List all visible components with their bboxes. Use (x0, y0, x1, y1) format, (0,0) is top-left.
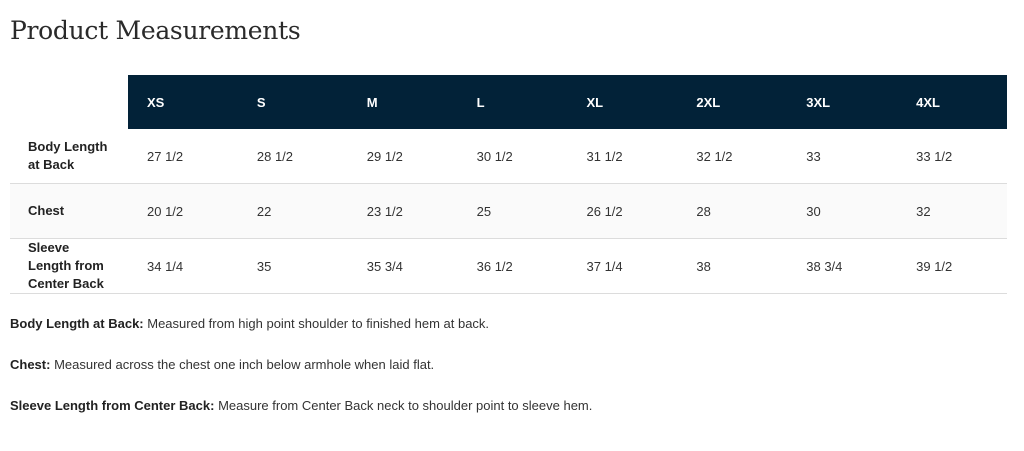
size-header: 4XL (897, 75, 1007, 129)
table-cell: 27 1/2 (128, 129, 238, 184)
table-cell: 32 (897, 183, 1007, 239)
table-cell: 34 1/4 (128, 238, 238, 294)
table-cell: 37 1/4 (567, 238, 678, 294)
table-cell: 30 1/2 (457, 129, 568, 184)
note-text: Measured across the chest one inch below… (50, 357, 435, 372)
size-header-row: XS S M L XL 2XL 3XL 4XL (10, 75, 1007, 129)
note-body-length: Body Length at Back: Measured from high … (10, 315, 592, 332)
table-cell: 38 3/4 (787, 238, 898, 294)
table-cell: 39 1/2 (897, 238, 1007, 294)
note-chest: Chest: Measured across the chest one inc… (10, 356, 592, 373)
table-cell: 20 1/2 (128, 183, 238, 239)
size-header: 3XL (787, 75, 898, 129)
size-header: S (237, 75, 348, 129)
row-label: Chest (10, 183, 128, 239)
table-cell: 36 1/2 (457, 238, 568, 294)
table-cell: 29 1/2 (347, 129, 458, 184)
size-header: L (457, 75, 568, 129)
note-term: Chest: (10, 357, 51, 372)
measurement-notes: Body Length at Back: Measured from high … (10, 315, 592, 438)
table-cell: 35 (237, 238, 348, 294)
table-cell: 28 (677, 183, 788, 239)
row-label-text: Body Length at Back (28, 139, 108, 172)
note-term: Sleeve Length from Center Back: (10, 398, 215, 413)
table-row: Chest 20 1/2 22 23 1/2 25 26 1/2 28 30 3… (10, 183, 1007, 239)
size-header: M (347, 75, 458, 129)
table-cell: 38 (677, 238, 788, 294)
size-header: 2XL (677, 75, 788, 129)
table-cell: 23 1/2 (347, 183, 458, 239)
row-label: Body Length at Back (10, 129, 128, 184)
table-cell: 26 1/2 (567, 183, 678, 239)
row-label: Sleeve Length from Center Back (10, 238, 128, 294)
note-sleeve-length: Sleeve Length from Center Back: Measure … (10, 397, 592, 414)
table-cell: 33 1/2 (897, 129, 1007, 184)
table-cell: 22 (237, 183, 348, 239)
table-row: Sleeve Length from Center Back 34 1/4 35… (10, 238, 1007, 294)
table-cell: 32 1/2 (677, 129, 788, 184)
measurements-table: XS S M L XL 2XL 3XL 4XL Body Length at B… (10, 75, 1007, 294)
table-cell: 25 (457, 183, 568, 239)
table-cell: 33 (787, 129, 898, 184)
note-term: Body Length at Back: (10, 316, 144, 331)
table-cell: 31 1/2 (567, 129, 678, 184)
note-text: Measure from Center Back neck to shoulde… (214, 398, 593, 413)
note-text: Measured from high point shoulder to fin… (143, 316, 490, 331)
table-cell: 35 3/4 (347, 238, 458, 294)
table-cell: 28 1/2 (237, 129, 348, 184)
corner-cell (10, 75, 128, 129)
table-row: Body Length at Back 27 1/2 28 1/2 29 1/2… (10, 129, 1007, 184)
table-cell: 30 (787, 183, 898, 239)
size-header: XL (567, 75, 678, 129)
row-label-text: Sleeve Length from Center Back (28, 240, 104, 291)
size-header: XS (128, 75, 238, 129)
page-title: Product Measurements (10, 16, 301, 45)
